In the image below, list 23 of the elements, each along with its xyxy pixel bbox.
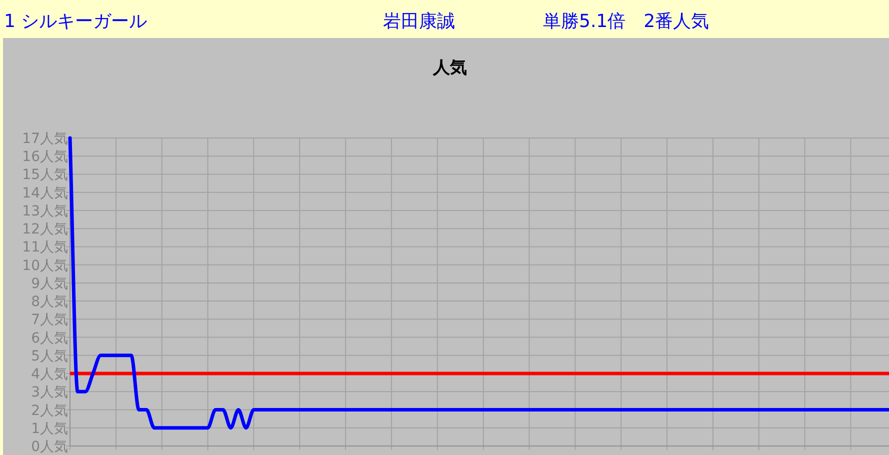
- y-tick-label: 16人気: [22, 149, 68, 166]
- y-tick-label: 9人気: [31, 276, 68, 292]
- text: 単勝5.1倍 2番人気: [543, 11, 710, 32]
- text: 1 シルキーガール: [4, 11, 148, 32]
- y-tick-label: 13人気: [22, 203, 68, 220]
- y-tick-label: 0人気: [31, 439, 68, 455]
- y-tick-label: 11人気: [22, 240, 68, 256]
- y-tick-label: 15人気: [22, 167, 68, 184]
- y-tick-label: 3人気: [31, 384, 68, 401]
- y-tick-label: 10人気: [22, 258, 68, 274]
- y-tick-label: 5人気: [31, 348, 68, 364]
- y-tick-label: 4人気: [31, 366, 68, 383]
- y-tick-label: 2人気: [31, 402, 68, 419]
- y-tick-label: 1人気: [31, 420, 68, 437]
- y-tick-label: 17人気: [22, 131, 68, 147]
- text: 岩田康誠: [383, 11, 455, 32]
- chart-title: 人気: [432, 58, 467, 78]
- y-tick-label: 12人気: [22, 222, 68, 238]
- y-tick-label: 14人気: [22, 185, 68, 202]
- y-tick-label: 8人気: [31, 294, 68, 310]
- line-series: [68, 136, 889, 430]
- y-tick-label: 7人気: [31, 312, 68, 328]
- y-tick-label: 6人気: [31, 330, 68, 346]
